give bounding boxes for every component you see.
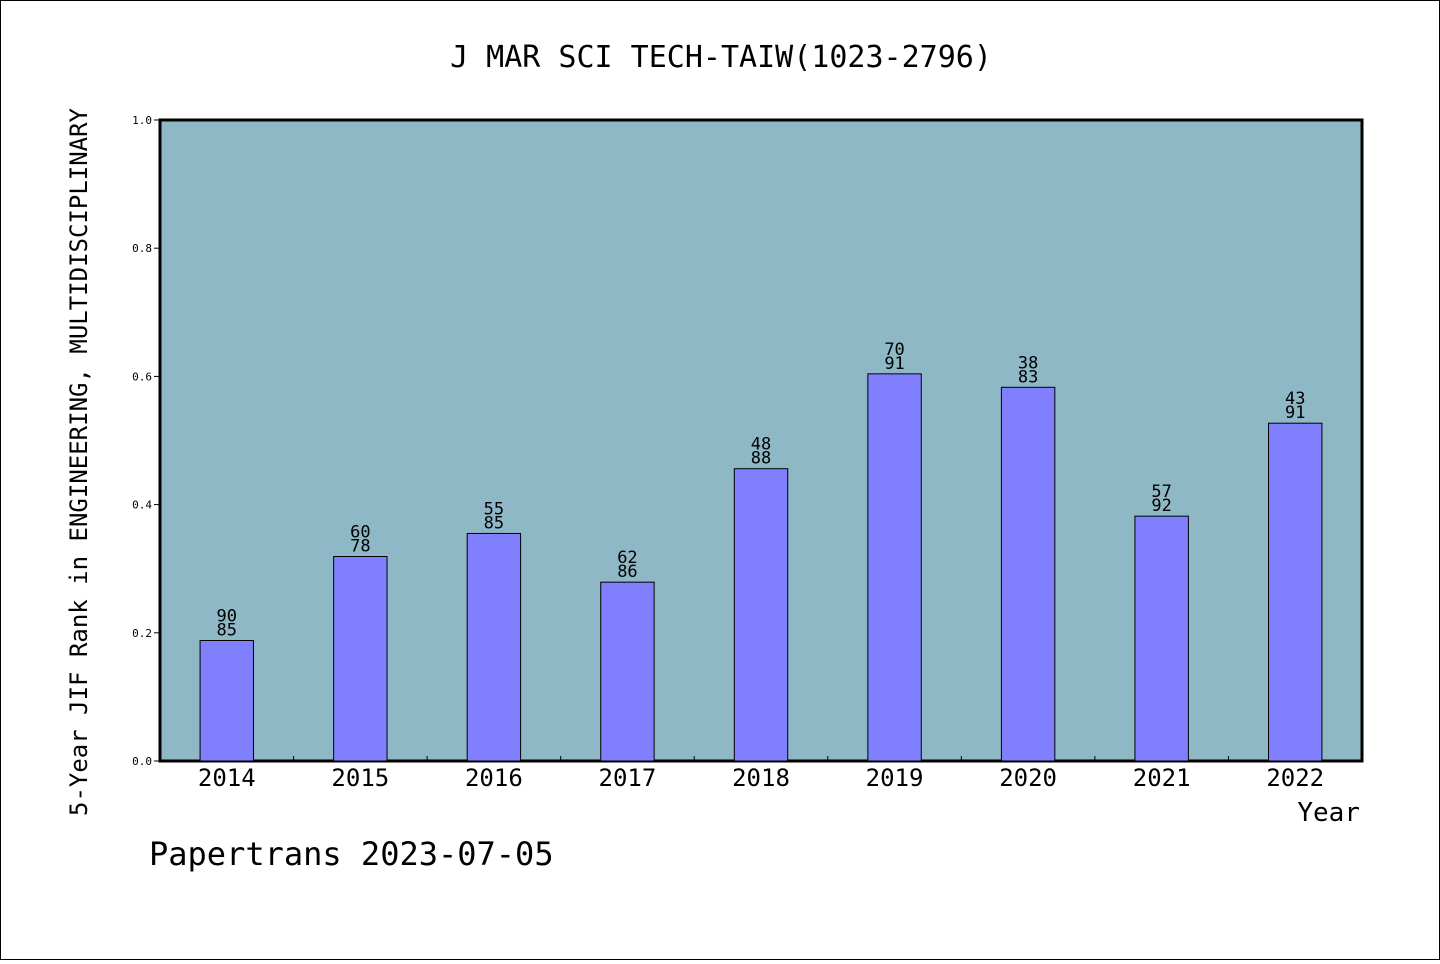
bar-label-bottom: 78: [350, 537, 370, 557]
bar-label-top: 90: [217, 606, 237, 626]
y-tick-label: 1.0: [132, 114, 152, 127]
x-axis-label: Year: [1297, 798, 1360, 828]
bar-2015: [333, 556, 388, 762]
bar-2017: [600, 581, 655, 762]
chart-title: J MAR SCI TECH-TAIW(1023-2796): [450, 40, 992, 75]
x-tick-label: 2021: [1133, 764, 1191, 792]
bar-label-bottom: 85: [217, 620, 237, 640]
bars: [199, 373, 1323, 762]
y-tick-label: 0.4: [132, 499, 152, 512]
bar-label-bottom: 83: [1018, 367, 1038, 387]
x-tick-label: 2014: [198, 764, 256, 792]
y-tick-label: 0.6: [132, 370, 152, 383]
bar-label-bottom: 91: [1285, 403, 1305, 423]
x-ticks: 2014 2015 2016 2017 2018 2019 2020 2021 2022: [198, 756, 1324, 792]
bar-2016: [466, 532, 522, 762]
bar-2020: [1000, 386, 1056, 762]
bar-label-bottom: 92: [1151, 496, 1171, 516]
bar-label-top: 57: [1151, 482, 1171, 502]
x-tick-label: 2018: [732, 764, 790, 792]
bar-label-bottom: 88: [751, 449, 771, 469]
y-tick-label: 0.2: [132, 627, 152, 640]
bar-label-top: 55: [484, 499, 504, 519]
bar-label-top: 62: [617, 548, 637, 568]
bar-label-top: 48: [751, 435, 771, 455]
bar-label-bottom: 85: [484, 513, 504, 533]
bar-label-top: 43: [1285, 389, 1305, 409]
y-tick-label: 0.0: [132, 755, 152, 768]
y-tick-label: 0.8: [132, 242, 152, 255]
x-tick-label: 2019: [866, 764, 924, 792]
bar-label-bottom: 86: [617, 562, 637, 582]
bar-2019: [867, 373, 922, 762]
bar-2021: [1134, 515, 1189, 762]
y-axis-label: 5-Year JIF Rank in ENGINEERING, MULTIDIS…: [65, 107, 93, 816]
bar-label-bottom: 91: [884, 354, 904, 374]
bar-2022: [1268, 422, 1323, 762]
x-tick-label: 2016: [465, 764, 523, 792]
y-ticks: 0.0 0.2 0.4 0.6 0.8 1.0: [132, 114, 160, 768]
bar-label-top: 70: [884, 340, 904, 360]
bar-label-top: 60: [350, 523, 370, 543]
x-tick-label: 2017: [599, 764, 657, 792]
bar-label-top: 38: [1018, 353, 1038, 373]
x-tick-label: 2015: [331, 764, 389, 792]
x-tick-label: 2020: [999, 764, 1057, 792]
bar-2014: [199, 639, 254, 762]
footer-text: Papertrans 2023-07-05: [149, 835, 554, 873]
bar-2018: [733, 468, 789, 762]
x-tick-label: 2022: [1266, 764, 1324, 792]
